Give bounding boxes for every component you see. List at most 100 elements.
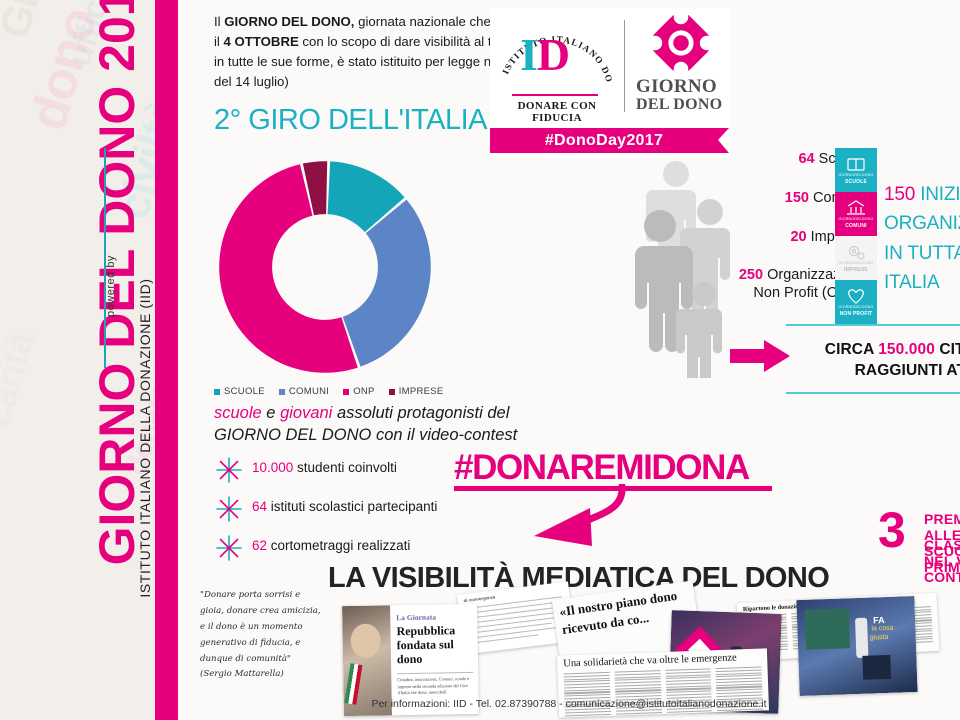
circa-line2: RAGGIUNTI ATTIVAMENTE <box>854 361 960 379</box>
scuole-mid: e <box>261 404 281 422</box>
legend-label: SCUOLE <box>224 386 265 397</box>
pink-divider-bar <box>155 0 178 720</box>
iniziative-line1: 150 INIZIATIVE <box>884 180 960 209</box>
building-icon <box>847 200 865 215</box>
iid-monogram: ID <box>520 30 592 80</box>
icon-cell-imprese: GIORNODELDONO IMPRESE <box>835 236 877 280</box>
icon-cell-scuole: GIORNODELDONO SCUOLE <box>835 148 877 192</box>
scuole-giovani-heading: scuole e giovani assoluti protagonisti d… <box>214 403 534 447</box>
clipping-tv-studio: FA la cosa giusta <box>796 595 918 697</box>
iid-letter-i: I <box>520 29 538 80</box>
bullet-text: 62 cortometraggi realizzati <box>252 538 410 553</box>
category-icon-column: GIORNODELDONO SCUOLE GIORNODELDONO COMUN… <box>835 148 877 324</box>
icon-cell-label: SCUOLE <box>844 179 868 185</box>
legend-swatch <box>278 388 285 395</box>
divider-top <box>786 324 960 326</box>
icon-cell-label: COMUNI <box>845 223 867 229</box>
legend-item: SCUOLE <box>214 386 265 397</box>
arrow-right-icon <box>730 340 790 372</box>
icon-cell-label: IMPRESE <box>844 267 868 273</box>
scuole-rest: assoluti protagonisti del <box>332 404 510 422</box>
intro-l1-pre: Il <box>214 14 225 29</box>
icon-cell-comuni: GIORNODELDONO COMUNI <box>835 192 877 236</box>
stat-number: 20 <box>790 229 807 246</box>
banner-powered-by: powered by <box>105 255 117 317</box>
curved-arrow-left-icon <box>534 484 626 546</box>
giovani-word: giovani <box>280 404 333 422</box>
legend-item: COMUNI <box>278 386 330 397</box>
logo-gdd-line1: GIORNO <box>636 76 717 97</box>
people-silhouettes-icon <box>635 161 730 378</box>
donut-slice-onp <box>219 164 358 373</box>
donut-slice-scuole <box>327 161 405 233</box>
iid-circular-text-icon: ISTITUTO ITALIANO DONAZIONE <box>496 14 614 84</box>
premi-line2: CLASSIFICATE NEL VIDEO-CONTEST <box>924 537 960 585</box>
asterisk-icon <box>216 535 242 561</box>
list-item: 62 cortometraggi realizzati <box>216 533 546 572</box>
circa-number: 150.000 <box>878 341 935 358</box>
icon-cell-non-profit: GIORNODELDONO NON PROFIT <box>835 280 877 324</box>
bullet-label: studenti coinvolti <box>293 460 397 475</box>
gears-icon <box>848 245 865 260</box>
footer-contact: Per informazioni: IID - Tel. 02.87390788… <box>371 698 767 710</box>
watermark-text: carità <box>0 328 43 432</box>
legend-item: ONP <box>343 386 375 397</box>
heart-icon <box>848 289 864 304</box>
hashtag-donaremidona: #DONAREMIDONA <box>454 448 750 487</box>
bullet-label: cortometraggi realizzati <box>267 538 411 553</box>
tv-text-1: FA <box>872 615 885 626</box>
donut-slice-comuni <box>342 199 431 367</box>
book-icon <box>847 158 865 171</box>
scuole-line2: GIORNO DEL DONO con il video-contest <box>214 425 518 444</box>
iniziative-line3: IN TUTTA ITALIA <box>884 242 960 294</box>
icon-cell-top-label: GIORNODELDONO <box>838 305 874 309</box>
scuole-word: scuole <box>214 404 262 422</box>
banner-organization: ISTITUTO ITALIANO DELLA DONAZIONE (IID) <box>137 278 153 598</box>
list-item: 64 istituti scolastici partecipanti <box>216 494 546 533</box>
iid-tagline: DONARE CON FIDUCIA <box>517 100 597 124</box>
bullet-number: 64 <box>252 499 268 514</box>
stat-number: 250 <box>738 267 764 284</box>
intro-l2-pre: il <box>214 34 224 50</box>
main-content: Il GIORNO DEL DONO, giornata nazionale c… <box>178 0 960 720</box>
legend-label: COMUNI <box>288 386 330 397</box>
bullet-list: 10.000 studenti coinvolti 64 istituti sc… <box>216 455 546 572</box>
icon-cell-top-label: GIORNODELDONO <box>838 261 874 265</box>
legend-swatch <box>214 388 220 395</box>
bullet-number: 10.000 <box>252 460 294 475</box>
bullet-text: 10.000 studenti coinvolti <box>252 460 397 475</box>
iid-underline <box>512 94 598 96</box>
divider-bottom <box>786 392 960 394</box>
legend-swatch <box>343 388 350 395</box>
intro-l1-bold: GIORNO DEL DONO, <box>224 14 355 29</box>
mattarella-quote: "Donare porta sorrisi e gioia, donare cr… <box>200 590 321 680</box>
clipping-kicker: La Giornata <box>396 612 437 623</box>
logo-divider <box>624 20 625 112</box>
circa-cittadini-block: CIRCA 150.000 CITTADINI ITALIANI RAGGIUN… <box>788 340 960 382</box>
logo-block: ISTITUTO ITALIANO DONAZIONE ID DONARE CO… <box>490 8 730 158</box>
banner-title: GIORNO DEL DONO 2017 <box>89 0 145 566</box>
intro-l2-bold: 4 OTTOBRE <box>223 34 299 50</box>
icon-cell-top-label: GIORNODELDONO <box>838 173 874 177</box>
iniziative-block: 150 INIZIATIVE ORGANIZZATE IN TUTTA ITAL… <box>884 180 960 298</box>
icon-cell-top-label: GIORNODELDONO <box>838 217 874 221</box>
hashtag-underline <box>454 486 772 491</box>
clipping-rule <box>397 671 474 675</box>
iniziative-word: INIZIATIVE <box>920 184 960 205</box>
legend-swatch <box>388 388 395 395</box>
left-banner: GIORNO DEL DONO dono ufficiale civiltà c… <box>0 0 155 720</box>
donut-chart-svg <box>219 161 431 373</box>
legend-label: IMPRESE <box>398 386 444 397</box>
donut-chart <box>210 152 440 382</box>
tv-text-2: la cosa <box>871 624 894 633</box>
stat-number: 150 <box>784 190 809 207</box>
logo-gdd-line2: DEL DONO <box>636 96 723 113</box>
intro-l4: del 14 luglio) <box>214 74 289 90</box>
donut-slice-imprese <box>302 161 328 216</box>
icon-cell-label: NON PROFIT <box>839 311 873 317</box>
asterisk-icon <box>216 496 242 522</box>
visibilita-title: LA VISIBILITÀ MEDIATICA DEL DONO <box>328 562 830 594</box>
circa-pre: CIRCA <box>824 341 879 358</box>
giorno-del-dono-diamond-icon <box>650 12 712 74</box>
